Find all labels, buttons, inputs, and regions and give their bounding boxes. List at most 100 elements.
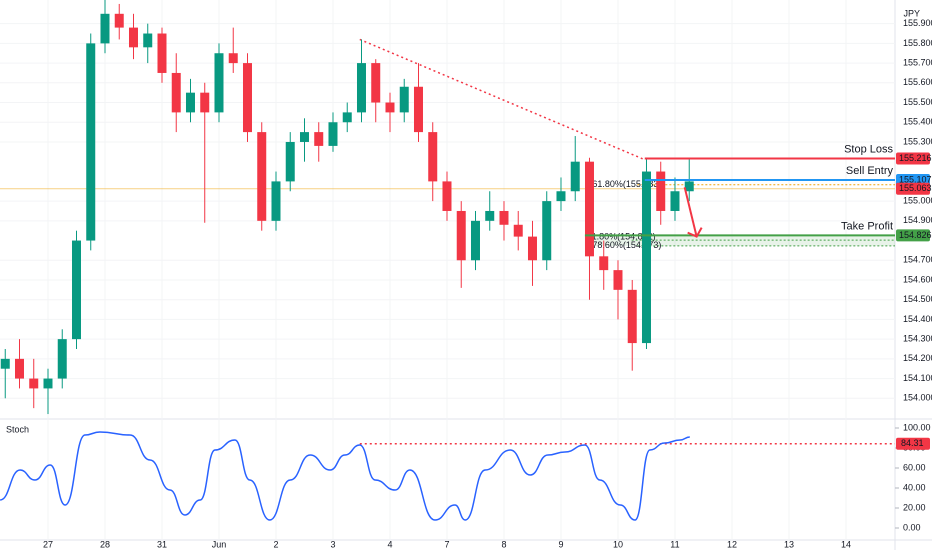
x-tick-label: 8	[501, 539, 506, 549]
x-tick-label: 9	[558, 539, 563, 549]
y-tick-label: 155.300	[903, 136, 932, 146]
candle-body	[399, 86, 409, 113]
current-price-label: 155.063	[899, 183, 932, 193]
x-tick-label: 13	[784, 539, 794, 549]
x-tick-label: 28	[100, 539, 110, 549]
candle-body	[114, 13, 124, 28]
candle-body	[228, 53, 238, 64]
stoch-tick-label: 100.00	[903, 422, 931, 432]
candle-body	[442, 181, 452, 211]
candle-body	[599, 256, 609, 271]
price-tag	[896, 229, 930, 242]
candle-body	[641, 171, 651, 344]
candle-body	[257, 132, 267, 221]
candle-body	[499, 210, 509, 225]
price-tag-label: 155.216	[899, 153, 932, 163]
stoch-tick-label: 40.00	[903, 482, 926, 492]
candle-body	[428, 132, 438, 182]
y-tick-label: 155.000	[903, 195, 932, 205]
x-tick-label: 7	[444, 539, 449, 549]
candle-body	[485, 210, 495, 221]
y-tick-label: 154.100	[903, 373, 932, 383]
trendline	[359, 38, 646, 161]
candle-body	[328, 122, 338, 146]
x-tick-label: 10	[613, 539, 623, 549]
candle-body	[86, 43, 96, 241]
stoch-tick-label: 20.00	[903, 502, 926, 512]
y-tick-label: 155.600	[903, 77, 932, 87]
candle-body	[43, 378, 53, 389]
price-tag-label: 154.826	[899, 230, 932, 240]
price-tag	[896, 152, 930, 165]
candle-body	[356, 63, 366, 113]
candle-body	[29, 378, 39, 389]
candle-body	[584, 161, 594, 257]
level-name: Stop Loss	[844, 143, 893, 155]
candle-body	[299, 132, 309, 142]
candle-body	[171, 72, 181, 113]
currency-label: JPY	[903, 8, 920, 18]
candle-body	[342, 112, 352, 123]
fib-label: 61.80%(155.083)	[592, 179, 661, 189]
level-name: Take Profit	[841, 220, 893, 232]
y-tick-label: 154.400	[903, 314, 932, 324]
y-tick-label: 154.700	[903, 255, 932, 265]
candle-body	[527, 236, 537, 261]
candle-body	[656, 171, 666, 211]
y-tick-label: 154.900	[903, 215, 932, 225]
candle-body	[470, 220, 480, 261]
x-tick-label: 14	[841, 539, 851, 549]
level-name: Sell Entry	[846, 165, 894, 177]
price-tag	[896, 182, 930, 195]
stoch-tick-label: 0.00	[903, 522, 921, 532]
candle-body	[542, 201, 552, 261]
candle-body	[371, 63, 381, 103]
candle-body	[456, 210, 466, 261]
price-tag	[896, 437, 930, 450]
candle-body	[71, 240, 81, 340]
y-tick-label: 155.800	[903, 38, 932, 48]
y-tick-label: 155.500	[903, 97, 932, 107]
candle-body	[556, 191, 566, 202]
x-tick-label: 11	[670, 539, 679, 549]
candle-body	[200, 92, 210, 113]
x-tick-label: 27	[43, 539, 53, 549]
y-tick-label: 154.500	[903, 294, 932, 304]
candle-body	[413, 86, 423, 133]
fib-label: 61.80%(154.802)	[587, 232, 656, 242]
y-tick-label: 155.700	[903, 57, 932, 67]
x-tick-label: 4	[387, 539, 392, 549]
candle-body	[613, 270, 623, 290]
arrow-head	[687, 227, 703, 238]
candle-body	[627, 289, 637, 344]
y-tick-label: 154.000	[903, 393, 932, 403]
candle-body	[14, 358, 24, 379]
arrow-shaft	[683, 187, 698, 237]
candle-body	[242, 63, 252, 133]
candle-body	[570, 161, 580, 192]
candle-body	[684, 181, 694, 192]
stoch-level-label: 84.31	[901, 438, 924, 448]
candle-body	[513, 224, 523, 237]
candle-body	[185, 92, 195, 113]
candle-body	[285, 141, 295, 182]
candle-body	[128, 27, 138, 48]
fib-label: 78.60%(154.773)	[592, 240, 661, 250]
candle-body	[385, 102, 395, 113]
stoch-title: Stoch	[6, 424, 29, 434]
y-tick-label: 154.300	[903, 334, 932, 344]
x-tick-label: 31	[157, 539, 167, 549]
candle-body	[314, 132, 324, 146]
price-tag-label: 155.107	[899, 174, 932, 184]
x-tick-label: 3	[330, 539, 335, 549]
x-tick-label: 12	[727, 539, 737, 549]
stoch-tick-label: 60.00	[903, 462, 926, 472]
candle-body	[271, 181, 281, 221]
y-tick-label: 155.400	[903, 117, 932, 127]
stoch-line	[0, 431, 690, 521]
y-tick-label: 155.900	[903, 18, 932, 28]
candle-body	[57, 339, 67, 379]
y-tick-label: 154.200	[903, 353, 932, 363]
candle-body	[143, 33, 153, 48]
